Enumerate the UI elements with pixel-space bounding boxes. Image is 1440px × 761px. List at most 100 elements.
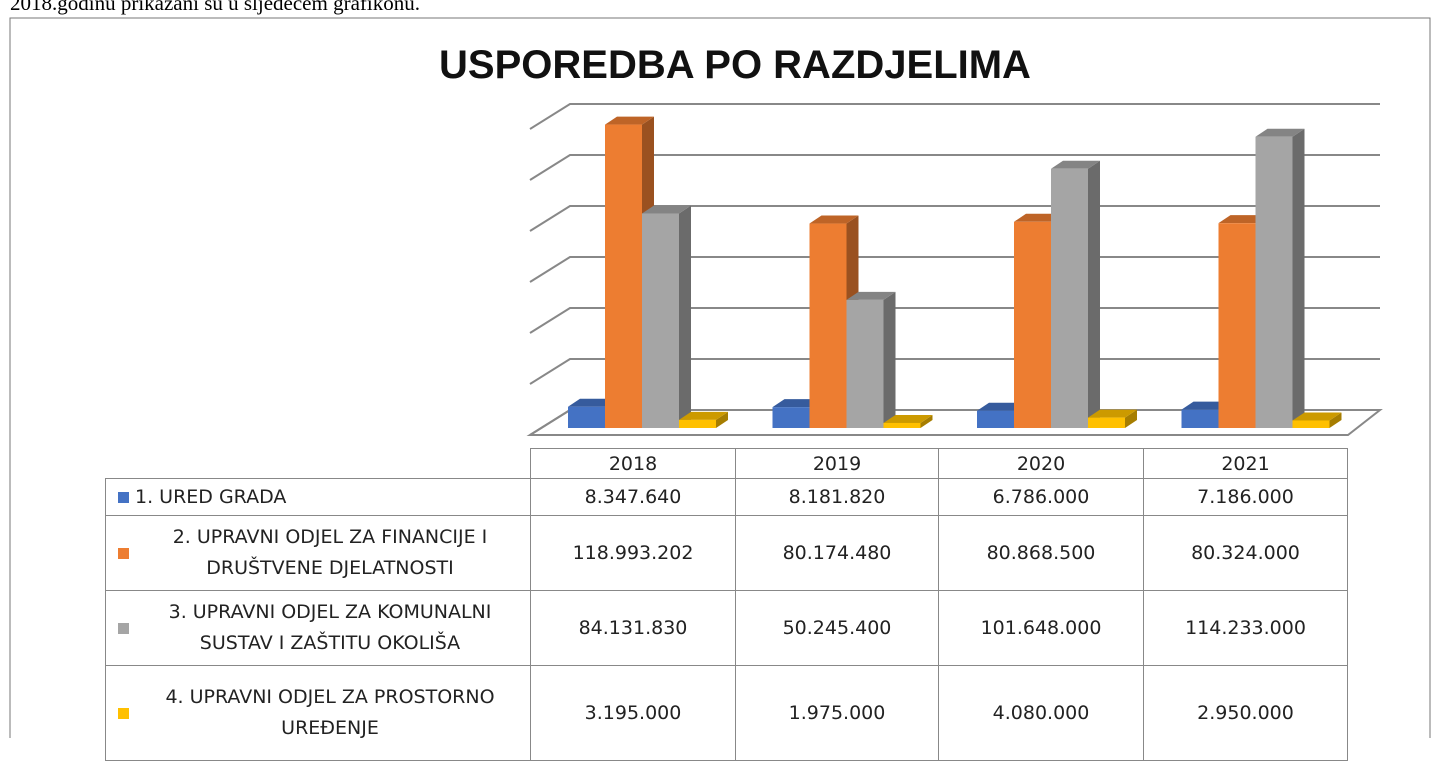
bar-side [716, 411, 728, 428]
table-cell: 101.648.000 [938, 590, 1144, 666]
legend-cell: 1. URED GRADA [105, 478, 531, 516]
bar [1255, 136, 1293, 428]
bar [846, 299, 884, 428]
bar [1292, 420, 1330, 428]
table-cell: 6.786.000 [938, 478, 1144, 516]
legend-swatch [118, 707, 129, 719]
legend-cell: 3. UPRAVNI ODJEL ZA KOMUNALNI SUSTAV I Z… [105, 590, 531, 666]
legend-swatch [118, 491, 129, 503]
value-label: 80.868.500 [986, 542, 1096, 564]
floor [526, 409, 1383, 436]
table-cell: 114.233.000 [1143, 590, 1348, 666]
grid-line [529, 256, 1380, 283]
grid-line [529, 358, 1380, 385]
bar [679, 419, 716, 428]
bar-top [772, 399, 822, 408]
value-label: 7.186.000 [1197, 486, 1294, 508]
bar-side [1329, 412, 1342, 428]
bar-top [846, 291, 896, 300]
bar [568, 406, 605, 428]
value-label: 3.195.000 [584, 702, 682, 724]
value-label: 6.786.000 [992, 486, 1090, 508]
legend-label: 2. UPRAVNI ODJEL ZA FINANCIJE I DRUŠTVEN… [172, 526, 488, 579]
bar-side [883, 291, 896, 428]
table-cell: 7.186.000 [1143, 478, 1348, 516]
value-label: 84.131.830 [578, 617, 688, 639]
bar-side [920, 414, 933, 428]
bar [883, 422, 921, 428]
category-label: 2019 [812, 452, 862, 475]
value-label: 80.174.480 [782, 542, 892, 564]
bar-top [1014, 213, 1063, 222]
value-label: 101.648.000 [980, 617, 1102, 639]
bar-top [679, 411, 728, 420]
bar [977, 410, 1014, 428]
bar-side [1088, 160, 1100, 428]
bar-top [1218, 215, 1268, 224]
chart: USPOREDBA PO RAZDJELIMA [9, 17, 1431, 738]
bar-top [642, 205, 691, 214]
table-cell: 2.950.000 [1143, 665, 1348, 761]
table-cell: 80.174.480 [735, 515, 939, 591]
grid-line [529, 103, 1380, 130]
bar-top [1088, 409, 1137, 418]
table-header: 2020 [938, 448, 1144, 479]
category-label: 2020 [1016, 452, 1066, 475]
bar-top [809, 215, 859, 224]
chart-title: USPOREDBA PO RAZDJELIMA [439, 43, 1031, 87]
legend-label: 4. UPRAVNI ODJEL ZA PROSTORNO UREĐENJE [165, 686, 495, 739]
bar-top [605, 116, 654, 125]
value-label: 114.233.000 [1185, 617, 1306, 639]
category-label: 2021 [1221, 452, 1270, 475]
table-cell: 8.347.640 [530, 478, 736, 516]
table-header: 2019 [735, 448, 939, 479]
intro-text: 2018.godinu prikazani su u sljedećem gra… [10, 0, 420, 15]
table-cell: 80.324.000 [1143, 515, 1348, 591]
table-cell: 8.181.820 [735, 478, 939, 516]
value-label: 80.324.000 [1191, 542, 1300, 564]
grid-line [529, 154, 1380, 181]
legend-cell: 2. UPRAVNI ODJEL ZA FINANCIJE I DRUŠTVEN… [105, 515, 531, 591]
bar [1051, 168, 1088, 428]
value-label: 4.080.000 [992, 702, 1090, 724]
bar-side [1125, 409, 1137, 428]
bar [1014, 221, 1051, 428]
legend-cell: 4. UPRAVNI ODJEL ZA PROSTORNO UREĐENJE [105, 665, 531, 761]
table-cell: 1.975.000 [735, 665, 939, 761]
value-label: 1.975.000 [788, 702, 886, 724]
table-cell: 3.195.000 [530, 665, 736, 761]
value-label: 8.347.640 [584, 486, 682, 508]
bar-top [1255, 128, 1305, 137]
bar-side [1292, 128, 1305, 428]
legend-swatch [118, 622, 129, 634]
bar [605, 124, 642, 429]
value-label: 50.245.400 [782, 617, 892, 639]
bar-top [883, 414, 933, 423]
table-cell: 50.245.400 [735, 590, 939, 666]
bar [642, 213, 679, 428]
table-cell: 84.131.830 [530, 590, 736, 666]
bar-top [1181, 401, 1231, 410]
value-label: 2.950.000 [1197, 702, 1294, 724]
bar-top [1051, 160, 1100, 169]
bar-top [977, 402, 1026, 411]
table-header: 2021 [1143, 448, 1348, 479]
bar-top [1292, 412, 1342, 421]
page: 2018.godinu prikazani su u sljedećem gra… [9, 0, 1431, 761]
chart-frame [9, 17, 1431, 738]
bar [1218, 223, 1256, 428]
grid-line [529, 307, 1380, 334]
legend-label: 1. URED GRADA [135, 485, 287, 508]
table-cell: 118.993.202 [530, 515, 736, 591]
bar [772, 407, 810, 428]
legend-swatch [118, 547, 129, 559]
bar-top [568, 398, 617, 407]
table-header: 2018 [530, 448, 736, 479]
bar [809, 223, 847, 428]
grid-line [529, 205, 1380, 232]
value-label: 118.993.202 [572, 542, 694, 564]
legend-label: 3. UPRAVNI ODJEL ZA KOMUNALNI SUSTAV I Z… [168, 601, 492, 654]
category-label: 2018 [608, 452, 658, 475]
table-cell: 4.080.000 [938, 665, 1144, 761]
bar [1181, 409, 1219, 428]
